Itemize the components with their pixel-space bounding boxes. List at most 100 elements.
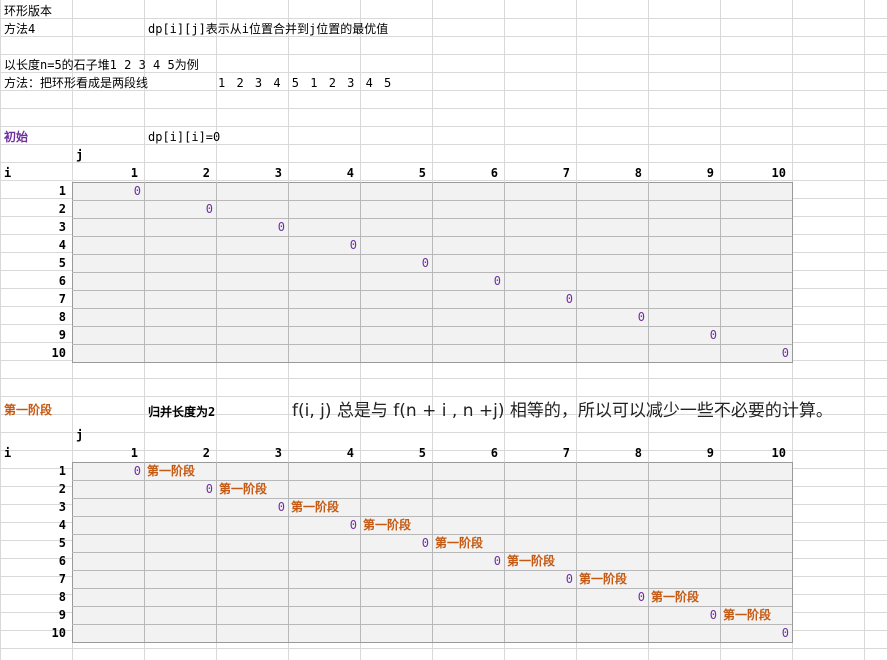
row-header[interactable]: 7 (58, 292, 66, 306)
row-header[interactable]: 6 (58, 274, 66, 288)
col-header[interactable]: 9 (706, 446, 714, 460)
row-header[interactable]: 9 (58, 608, 66, 622)
dp-grid-vline (576, 182, 577, 362)
diagonal-cell[interactable]: 0 (709, 328, 717, 342)
grid-row-line (0, 648, 887, 649)
col-header[interactable]: 6 (490, 446, 498, 460)
diagonal-cell[interactable]: 0 (133, 184, 141, 198)
row-header[interactable]: 5 (58, 536, 66, 550)
grid-row-line (0, 90, 887, 91)
diagonal-cell[interactable]: 0 (421, 536, 429, 550)
stage1-cell[interactable]: 第一阶段 (219, 482, 268, 496)
merge-length-cell[interactable]: 归并长度为2 (148, 405, 216, 419)
col-header[interactable]: 2 (202, 446, 210, 460)
row-header[interactable]: 10 (51, 346, 66, 360)
diagonal-cell[interactable]: 0 (565, 292, 573, 306)
col-header[interactable]: 10 (771, 446, 786, 460)
col-header[interactable]: 7 (562, 166, 570, 180)
col-header[interactable]: 3 (274, 446, 282, 460)
col-header[interactable]: 8 (634, 166, 642, 180)
stage1-cell[interactable]: 第一阶段 (363, 518, 412, 532)
col-header[interactable]: 4 (346, 446, 354, 460)
note-text: f(i, j) 总是与 f(n + i , n +j) 相等的，所以可以减少一些… (292, 401, 833, 421)
stage1-cell[interactable]: 第一阶段 (723, 608, 772, 622)
diagonal-cell[interactable]: 0 (781, 346, 789, 360)
col-header[interactable]: 8 (634, 446, 642, 460)
section-init-label[interactable]: 初始 (4, 130, 29, 144)
diagonal-cell[interactable]: 0 (493, 554, 501, 568)
col-header[interactable]: 1 (130, 446, 138, 460)
diagonal-cell[interactable]: 0 (349, 518, 357, 532)
row-header[interactable]: 5 (58, 256, 66, 270)
grid-row-line (0, 144, 887, 145)
row-header[interactable]: 8 (58, 590, 66, 604)
diagonal-cell[interactable]: 0 (637, 310, 645, 324)
j-axis-label[interactable]: j (76, 148, 84, 162)
col-header[interactable]: 9 (706, 166, 714, 180)
init-formula[interactable]: dp[i][i]=0 (148, 130, 221, 144)
row-header[interactable]: 9 (58, 328, 66, 342)
col-header[interactable]: 1 (130, 166, 138, 180)
diagonal-cell[interactable]: 0 (493, 274, 501, 288)
row-header[interactable]: 7 (58, 572, 66, 586)
dp-grid-hline (72, 624, 792, 625)
diagonal-cell[interactable]: 0 (349, 238, 357, 252)
i-axis-label[interactable]: i (4, 166, 12, 180)
grid-row-line (0, 432, 887, 433)
dp-grid-hline (72, 606, 792, 607)
title-cell[interactable]: 环形版本 (4, 4, 53, 18)
col-header[interactable]: 10 (771, 166, 786, 180)
stage1-cell[interactable]: 第一阶段 (579, 572, 628, 586)
section-stage1-label[interactable]: 第一阶段 (4, 403, 53, 417)
col-header[interactable]: 5 (418, 446, 426, 460)
method2-cell[interactable]: 方法：把环形看成是两段线 (4, 76, 149, 90)
diagonal-cell[interactable]: 0 (277, 500, 285, 514)
diagonal-cell[interactable]: 0 (133, 464, 141, 478)
diagonal-cell[interactable]: 0 (205, 482, 213, 496)
dp-grid-hline (72, 290, 792, 291)
diagonal-cell[interactable]: 0 (781, 626, 789, 640)
sequence-cell[interactable]: 1 2 3 4 5 1 2 3 4 5 (218, 76, 394, 90)
row-header[interactable]: 3 (58, 220, 66, 234)
stage1-cell[interactable]: 第一阶段 (291, 500, 340, 514)
stage1-cell[interactable]: 第一阶段 (147, 464, 196, 478)
j-axis-label-2[interactable]: j (76, 428, 84, 442)
dp-grid-vline (504, 462, 505, 642)
row-header[interactable]: 2 (58, 202, 66, 216)
col-header[interactable]: 7 (562, 446, 570, 460)
col-header[interactable]: 5 (418, 166, 426, 180)
row-header[interactable]: 2 (58, 482, 66, 496)
definition-cell[interactable]: dp[i][j]表示从i位置合并到j位置的最优值 (148, 22, 389, 36)
col-header[interactable]: 2 (202, 166, 210, 180)
row-header[interactable]: 4 (58, 518, 66, 532)
row-header[interactable]: 8 (58, 310, 66, 324)
diagonal-cell[interactable]: 0 (277, 220, 285, 234)
diagonal-cell[interactable]: 0 (421, 256, 429, 270)
grid-row-line (0, 36, 887, 37)
col-header[interactable]: 6 (490, 166, 498, 180)
dp-grid-vline (648, 182, 649, 362)
stage1-cell[interactable]: 第一阶段 (435, 536, 484, 550)
row-header[interactable]: 10 (51, 626, 66, 640)
diagonal-cell[interactable]: 0 (565, 572, 573, 586)
dp-grid-vline (576, 462, 577, 642)
row-header[interactable]: 3 (58, 500, 66, 514)
row-header[interactable]: 4 (58, 238, 66, 252)
col-header[interactable]: 4 (346, 166, 354, 180)
i-axis-label-2[interactable]: i (4, 446, 12, 460)
diagonal-cell[interactable]: 0 (205, 202, 213, 216)
row-header[interactable]: 1 (58, 464, 66, 478)
dp-grid-vline (504, 182, 505, 362)
stage1-cell[interactable]: 第一阶段 (651, 590, 700, 604)
stage1-cell[interactable]: 第一阶段 (507, 554, 556, 568)
col-header[interactable]: 3 (274, 166, 282, 180)
diagonal-cell[interactable]: 0 (637, 590, 645, 604)
grid-col-line (864, 0, 865, 660)
row-header[interactable]: 1 (58, 184, 66, 198)
method-cell[interactable]: 方法4 (4, 22, 36, 36)
row-header[interactable]: 6 (58, 554, 66, 568)
grid-row-line (0, 18, 887, 19)
grid-row-line (0, 396, 887, 397)
example-cell[interactable]: 以长度n=5的石子堆1 2 3 4 5为例 (4, 58, 199, 72)
diagonal-cell[interactable]: 0 (709, 608, 717, 622)
